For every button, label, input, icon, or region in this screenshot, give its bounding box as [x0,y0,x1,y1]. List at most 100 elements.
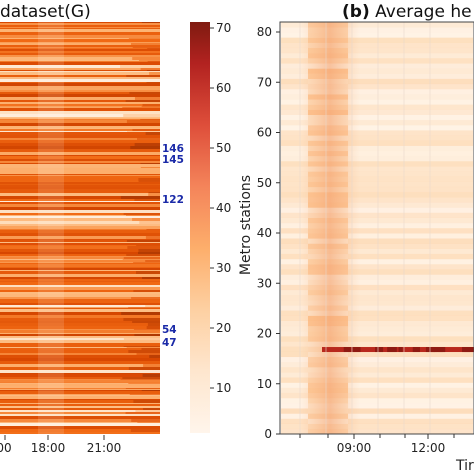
heatmap-row [0,290,160,292]
heatmap-row [0,146,160,149]
heatmap-row [0,207,160,210]
heatmap-cell [141,106,160,107]
heatmap-row [0,330,160,333]
heatmap-row [281,83,473,90]
heatmap-cell [120,196,160,199]
panel-b-title-text: Average he [375,2,471,22]
heatmap-row [0,399,160,400]
heatmap-row [281,119,473,126]
heatmap-band [38,22,64,434]
heatmap-cell [129,92,160,94]
heatmap-row [0,149,160,152]
heatmap-row [281,325,473,332]
heatmap-row [0,155,160,156]
heatmap-row [0,204,160,207]
colorbar-tick-label: 60 [216,81,231,95]
heatmap-row [0,396,160,399]
heatmap-row [0,353,160,355]
heatmap-row [0,292,160,294]
heatmap-row [0,346,160,347]
heatmap-row [0,168,160,171]
panel-b-y-axis-label: Metro stations [238,175,254,275]
y-tick-label: 80 [257,25,272,39]
heatmap-row [0,412,160,414]
heatmap-row [0,42,160,43]
heatmap-row [281,300,473,306]
heatmap-cell [128,350,160,353]
heatmap-row [0,75,160,77]
heatmap-cell [123,338,160,340]
heatmap-row [0,347,160,348]
heatmap-row [0,242,160,243]
heatmap-row [0,94,160,97]
panel-b-x-axis-label: Tir [455,458,474,474]
heatmap-row [0,334,160,336]
heatmap-row [281,32,473,38]
heatmap-row [0,138,160,140]
heatmap-cell [146,82,160,83]
heatmap-row [0,318,160,321]
heatmap-row [0,187,160,189]
heatmap-row [0,62,160,65]
heatmap-row [0,119,160,120]
y-tick-label: 30 [257,276,272,290]
hotspot-cell [433,347,443,353]
heatmap-row [281,274,473,280]
heatmap-row [0,379,160,380]
heatmap-row [281,27,473,33]
heatmap-row [0,159,160,161]
heatmap-row [281,99,473,105]
heatmap-cell [148,193,160,196]
heatmap-row [281,104,473,110]
hotspot-row [322,347,474,353]
heatmap-row [0,164,160,167]
heatmap-row [0,256,160,257]
heatmap-row [0,47,160,48]
heatmap-row [281,248,473,255]
heatmap-row [281,161,473,167]
heatmap-cell [136,271,160,274]
heatmap-cell [141,348,160,350]
heatmap-row [0,404,160,406]
heatmap-row [0,270,160,271]
heatmap-row [281,42,473,49]
heatmap-row [0,114,160,117]
heatmap-row [0,128,160,129]
x-tick-label: 09:00 [337,441,372,455]
heatmap-row [0,358,160,361]
heatmap-row [281,186,473,193]
heatmap-cell [143,364,160,367]
heatmap-cell [125,100,160,102]
heatmap-row [0,336,160,338]
heatmap-row [0,35,160,38]
heatmap-row [0,388,160,389]
heatmap-row [281,413,473,419]
heatmap-row [0,171,160,174]
heatmap-row [0,132,160,135]
colorbar-tick-label: 50 [216,141,231,155]
hotspot-cell [462,347,471,353]
heatmap-row [281,310,473,316]
heatmap-row [0,45,160,47]
heatmap-cell [146,70,160,71]
heatmap-row [0,25,160,27]
heatmap-cell [122,107,160,108]
heatmap-row [281,135,473,141]
heatmap-row [281,166,473,172]
heatmap-row [0,196,160,199]
heatmap-row [281,207,473,213]
heatmap-row [281,176,473,182]
heatmap-row [0,254,160,256]
heatmap-row [0,126,160,128]
heatmap-row [0,377,160,379]
heatmap-row [0,419,160,422]
heatmap-row [281,140,473,146]
heatmap-cell [120,379,160,380]
heatmap-row [0,104,160,106]
heatmap-cell [128,383,160,384]
heatmap-row [0,199,160,201]
heatmap-row [281,52,473,59]
heatmap-cell [133,262,160,263]
x-tick-label: 00 [0,441,12,455]
heatmap-row [281,253,473,260]
